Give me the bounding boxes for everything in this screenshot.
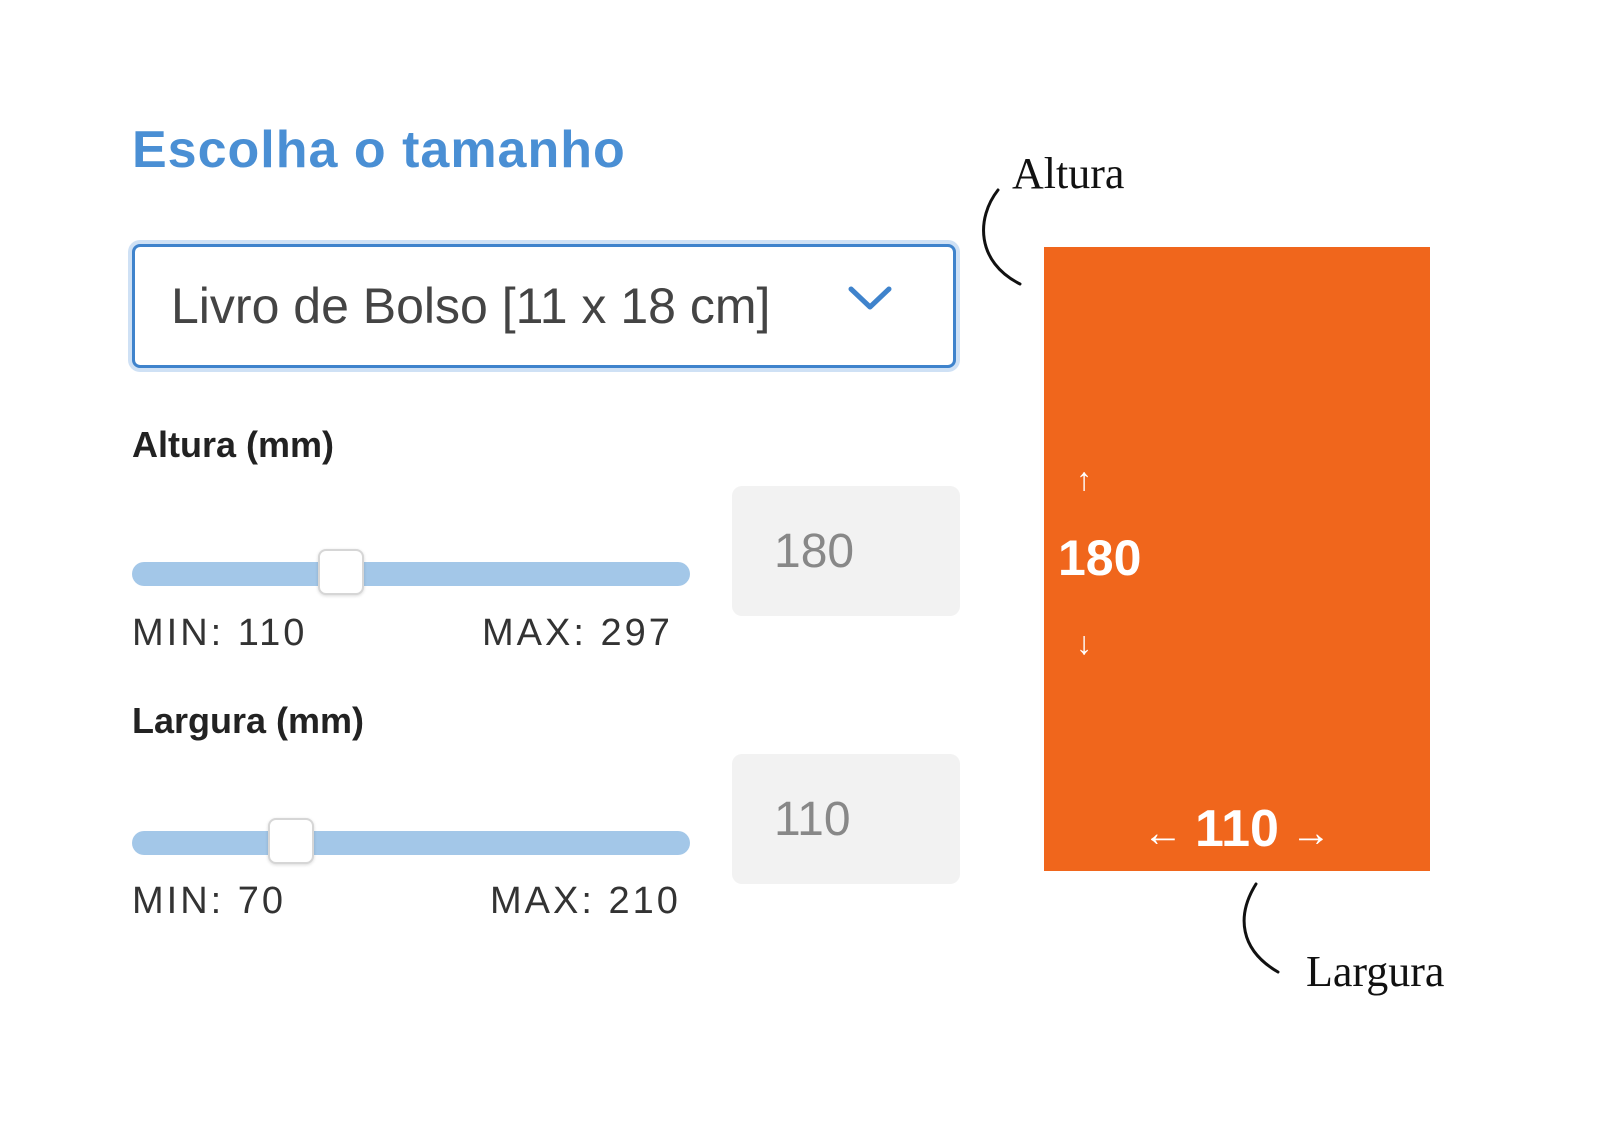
height-slider-thumb[interactable]: [317, 549, 364, 595]
height-input[interactable]: [732, 486, 960, 616]
width-slider-track[interactable]: [132, 818, 690, 864]
preview-height-value: 180: [1058, 530, 1142, 586]
size-select-value: Livro de Bolso [11 x 18 cm]: [171, 278, 771, 334]
height-max-label: MAX: 297: [482, 612, 673, 654]
size-preview: ↑ 180 ↓ ← 110 →: [1044, 247, 1430, 871]
width-min-label: MIN: 70: [132, 880, 287, 922]
altura-annotation-curve: [982, 188, 1022, 286]
largura-annotation-curve: [1242, 882, 1280, 974]
height-min-label: MIN: 110: [132, 612, 308, 654]
largura-annotation: Largura: [1306, 947, 1445, 996]
width-input[interactable]: [732, 754, 960, 884]
width-arrow-right-icon: →: [1290, 811, 1331, 855]
page-title: Escolha o tamanho: [132, 121, 626, 179]
height-arrow-up-icon: ↑: [1076, 461, 1092, 497]
altura-annotation: Altura: [1012, 149, 1125, 198]
width-arrow-left-icon: ←: [1143, 811, 1184, 855]
width-slider-thumb[interactable]: [268, 818, 315, 864]
height-label: Altura (mm): [132, 424, 335, 465]
width-label: Largura (mm): [132, 700, 365, 741]
preview-width-dimension: ← 110 →: [1044, 799, 1430, 859]
preview-width-value: 110: [1195, 800, 1279, 858]
height-arrow-down-icon: ↓: [1076, 625, 1092, 661]
size-select[interactable]: Livro de Bolso [11 x 18 cm]: [132, 244, 956, 368]
height-slider-track[interactable]: [132, 549, 690, 595]
chevron-down-icon: [848, 286, 892, 310]
width-max-label: MAX: 210: [490, 880, 681, 922]
